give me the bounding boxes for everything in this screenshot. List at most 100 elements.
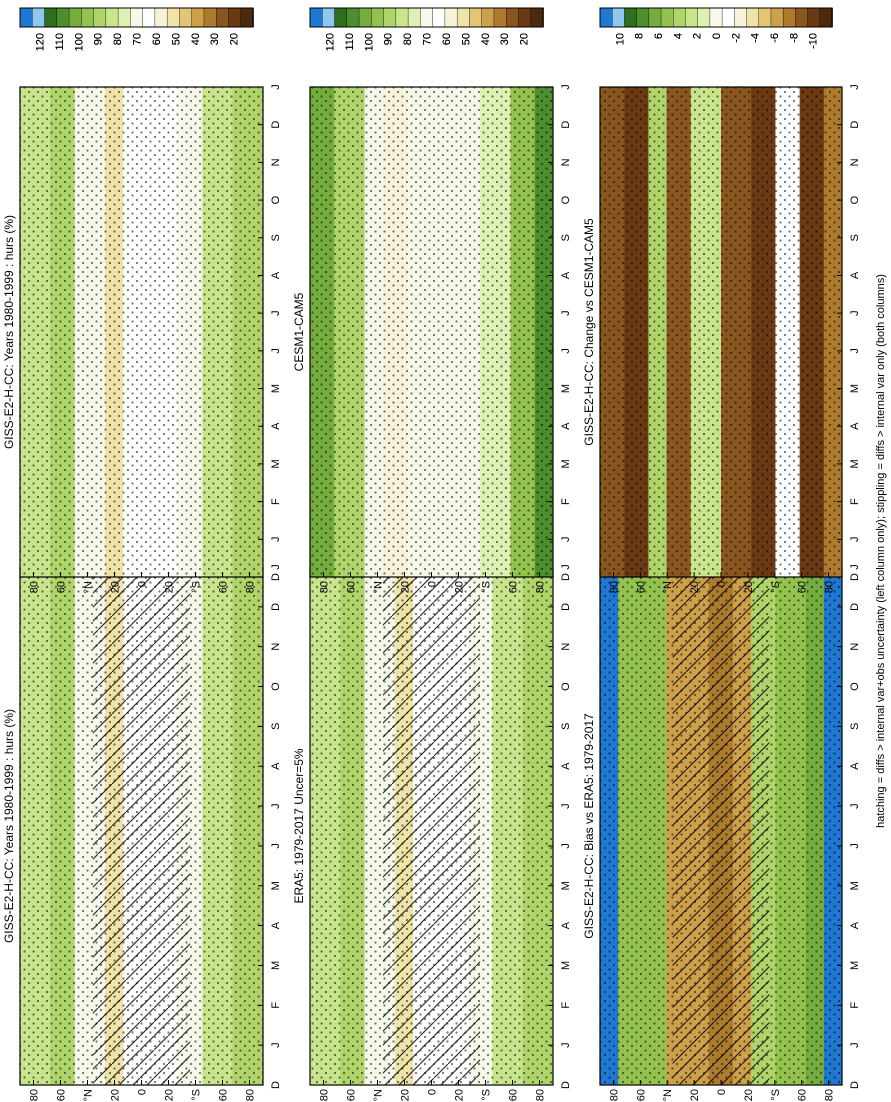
colorbar-swatch xyxy=(599,7,613,28)
colorbar-label: 100 xyxy=(73,33,85,51)
x-tick-label: S xyxy=(849,234,861,241)
colorbar-swatch xyxy=(68,7,83,28)
colorbar-label: 10 xyxy=(614,33,626,45)
colorbar-swatch xyxy=(530,7,544,28)
colorbar-label: -8 xyxy=(788,33,800,43)
x-tick-label: M xyxy=(849,384,861,393)
x-tick-label: A xyxy=(270,921,282,929)
x-tick-label: N xyxy=(849,643,861,651)
panel-bottom-right: GISS-E2-H-CC: Change vs CESM1-CAM5DJFMAM… xyxy=(582,7,861,593)
colorbar-swatch xyxy=(770,7,784,28)
colorbar-swatch xyxy=(469,7,483,28)
x-tick-label: O xyxy=(849,682,861,691)
colorbar-label: 120 xyxy=(34,33,46,51)
colorbar-swatch xyxy=(32,7,46,28)
y-tick-label: 20 xyxy=(689,581,701,593)
x-tick-label: J xyxy=(560,537,572,543)
colorbar-label: 80 xyxy=(402,33,414,45)
x-tick-label: M xyxy=(849,881,861,890)
x-tick-label: A xyxy=(270,762,282,770)
stippling-overlay xyxy=(310,87,553,577)
x-tick-label: M xyxy=(849,961,861,970)
colorbar-label: 8 xyxy=(634,33,646,39)
x-tick-label: S xyxy=(560,723,572,730)
colorbar-swatch xyxy=(456,7,471,28)
panel-title: ERA5: 1979-2017 Uncer=5% xyxy=(292,748,306,903)
colorbar-swatch xyxy=(56,7,70,28)
x-tick-label: J xyxy=(560,843,572,849)
x-tick-label: D xyxy=(270,603,282,611)
colorbar-label: 40 xyxy=(480,33,492,45)
y-tick-label: 80 xyxy=(29,1089,41,1101)
colorbar-label: 60 xyxy=(151,33,163,45)
colorbar-label: 70 xyxy=(422,33,434,45)
colorbar-label: 80 xyxy=(402,33,414,45)
colorbar-swatch xyxy=(673,7,687,28)
x-tick-label: D xyxy=(849,603,861,611)
colorbar: 120 110 100 90 80 70 60 50 40 30 20 xyxy=(309,7,544,51)
colorbar-label: 30 xyxy=(499,33,511,45)
colorbar: 120 110 100 90 80 70 60 50 40 30 20 xyxy=(19,7,254,51)
colorbar-label: 120 xyxy=(324,33,336,51)
x-tick-label: A xyxy=(270,271,282,279)
y-tick-label: 0 xyxy=(716,1089,728,1095)
colorbar-swatch xyxy=(746,7,760,28)
x-tick-label: D xyxy=(270,121,282,129)
colorbar-label: 20 xyxy=(229,33,241,45)
colorbar-swatch xyxy=(93,7,107,28)
colorbar-label: 110 xyxy=(344,33,356,51)
y-tick-label: 20 xyxy=(743,1089,755,1101)
colorbar-label: 70 xyxy=(132,33,144,45)
panel-title: GISS-E2-H-CC: Years 1980-1999 : hurs (%) xyxy=(2,709,16,943)
colorbar-swatch xyxy=(203,7,217,28)
x-tick-label: S xyxy=(270,723,282,730)
colorbar-label: 90 xyxy=(383,33,395,45)
colorbar-label: -8 xyxy=(788,33,800,43)
x-tick-label: J xyxy=(849,803,861,809)
colorbar-label: -4 xyxy=(750,33,762,43)
y-tick-label: 0 xyxy=(137,1089,149,1095)
colorbar-swatch xyxy=(612,7,626,28)
y-tick-label: 80 xyxy=(608,581,620,593)
colorbar-label: 8 xyxy=(634,33,646,39)
y-tick-label: 80 xyxy=(535,1089,547,1101)
panel-top-left: GISS-E2-H-CC: Years 1980-1999 : hurs (%)… xyxy=(2,7,282,1101)
x-tick-label: J xyxy=(270,803,282,809)
colorbar-label: 20 xyxy=(519,33,531,45)
colorbar-label: 100 xyxy=(363,33,375,51)
y-tick-label: 60 xyxy=(56,1089,68,1101)
x-tick-label: J xyxy=(849,843,861,849)
y-tick-label: °N xyxy=(373,581,385,593)
x-tick-label: S xyxy=(849,723,861,730)
x-tick-label: D xyxy=(560,121,572,129)
x-tick-label: F xyxy=(270,1002,282,1009)
colorbar-label: 6 xyxy=(653,33,665,39)
x-tick-label: M xyxy=(270,384,282,393)
colorbar-label: 4 xyxy=(672,33,684,39)
hatching-overlay xyxy=(672,567,770,1085)
x-tick-label: M xyxy=(560,881,572,890)
colorbar-swatch xyxy=(395,7,409,28)
colorbar-frame xyxy=(599,7,833,28)
colorbar-swatch xyxy=(346,7,360,28)
colorbar-swatch xyxy=(81,7,95,28)
colorbar-label: 0 xyxy=(711,33,723,39)
stippling-overlay xyxy=(600,87,842,577)
colorbar-swatch xyxy=(407,7,422,28)
y-tick-label: 60 xyxy=(56,581,68,593)
colorbar-label: 110 xyxy=(344,33,356,51)
colorbar-swatch xyxy=(166,7,181,28)
colorbar-label: 50 xyxy=(460,33,472,45)
colorbar-label: 60 xyxy=(151,33,163,45)
panel-middle-left: ERA5: 1979-2017 Uncer=5%DJFMAMJJASONDJ80… xyxy=(292,7,572,1101)
x-tick-label: J xyxy=(270,843,282,849)
y-tick-label: 20 xyxy=(164,581,176,593)
x-tick-label: N xyxy=(270,643,282,651)
x-tick-label: J xyxy=(270,310,282,316)
colorbar-swatch xyxy=(721,7,736,28)
colorbar-swatch xyxy=(179,7,193,28)
x-tick-label: J xyxy=(560,84,572,90)
panel-top-right: GISS-E2-H-CC: Years 1980-1999 : hurs (%)… xyxy=(2,7,282,593)
x-tick-label: D xyxy=(270,573,282,581)
